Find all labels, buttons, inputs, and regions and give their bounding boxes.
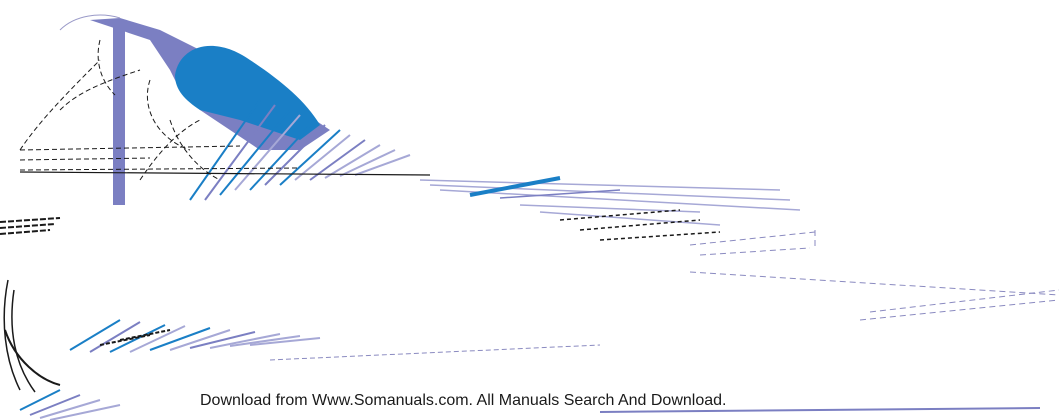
hatch-band-mid	[419, 176, 801, 241]
hatch-wedge-bottom-left	[19, 389, 121, 420]
outline-curve	[59, 14, 121, 31]
hatch-band-lower	[69, 319, 321, 353]
left-edge-marks	[0, 217, 61, 393]
download-footer-text: Download from Www.Somanuals.com. All Man…	[200, 392, 727, 409]
hatch-band-upper	[189, 99, 411, 201]
vertical-strip	[113, 20, 125, 205]
bottom-rule	[599, 407, 1041, 413]
dashed-guide-lower	[269, 344, 601, 361]
dashed-guides-left	[19, 39, 301, 181]
dashed-guides-right	[689, 230, 1059, 321]
solid-guide	[19, 171, 431, 176]
